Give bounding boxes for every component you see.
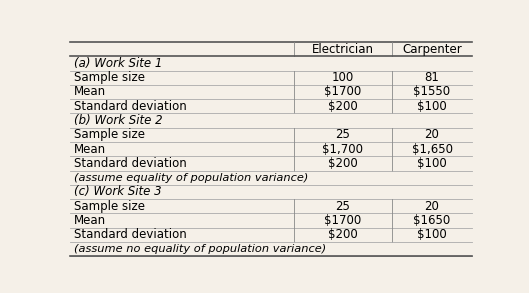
Text: $1650: $1650 (413, 214, 451, 227)
Text: $1700: $1700 (324, 86, 361, 98)
Text: Standard deviation: Standard deviation (74, 100, 187, 113)
Text: (assume no equality of population variance): (assume no equality of population varian… (74, 244, 326, 254)
Text: Sample size: Sample size (74, 71, 145, 84)
Text: 20: 20 (425, 128, 440, 141)
Text: $1550: $1550 (414, 86, 451, 98)
Text: Mean: Mean (74, 143, 106, 156)
Text: $1700: $1700 (324, 214, 361, 227)
Text: $100: $100 (417, 157, 447, 170)
Text: (a) Work Site 1: (a) Work Site 1 (74, 57, 163, 70)
Text: 25: 25 (335, 128, 350, 141)
Text: Mean: Mean (74, 86, 106, 98)
Text: Mean: Mean (74, 214, 106, 227)
Text: $200: $200 (328, 157, 358, 170)
Text: 20: 20 (425, 200, 440, 213)
Text: (b) Work Site 2: (b) Work Site 2 (74, 114, 163, 127)
Text: Sample size: Sample size (74, 128, 145, 141)
Text: $200: $200 (328, 100, 358, 113)
Text: $1,650: $1,650 (412, 143, 452, 156)
Text: $1,700: $1,700 (322, 143, 363, 156)
Text: (c) Work Site 3: (c) Work Site 3 (74, 185, 162, 198)
Text: Standard deviation: Standard deviation (74, 157, 187, 170)
Text: $100: $100 (417, 100, 447, 113)
Text: Standard deviation: Standard deviation (74, 228, 187, 241)
Text: Carpenter: Carpenter (402, 42, 462, 56)
Text: 25: 25 (335, 200, 350, 213)
Text: Sample size: Sample size (74, 200, 145, 213)
Text: Electrician: Electrician (312, 42, 374, 56)
Text: $200: $200 (328, 228, 358, 241)
Text: $100: $100 (417, 228, 447, 241)
Text: (assume equality of population variance): (assume equality of population variance) (74, 173, 309, 183)
Text: 81: 81 (425, 71, 440, 84)
Text: 100: 100 (332, 71, 354, 84)
